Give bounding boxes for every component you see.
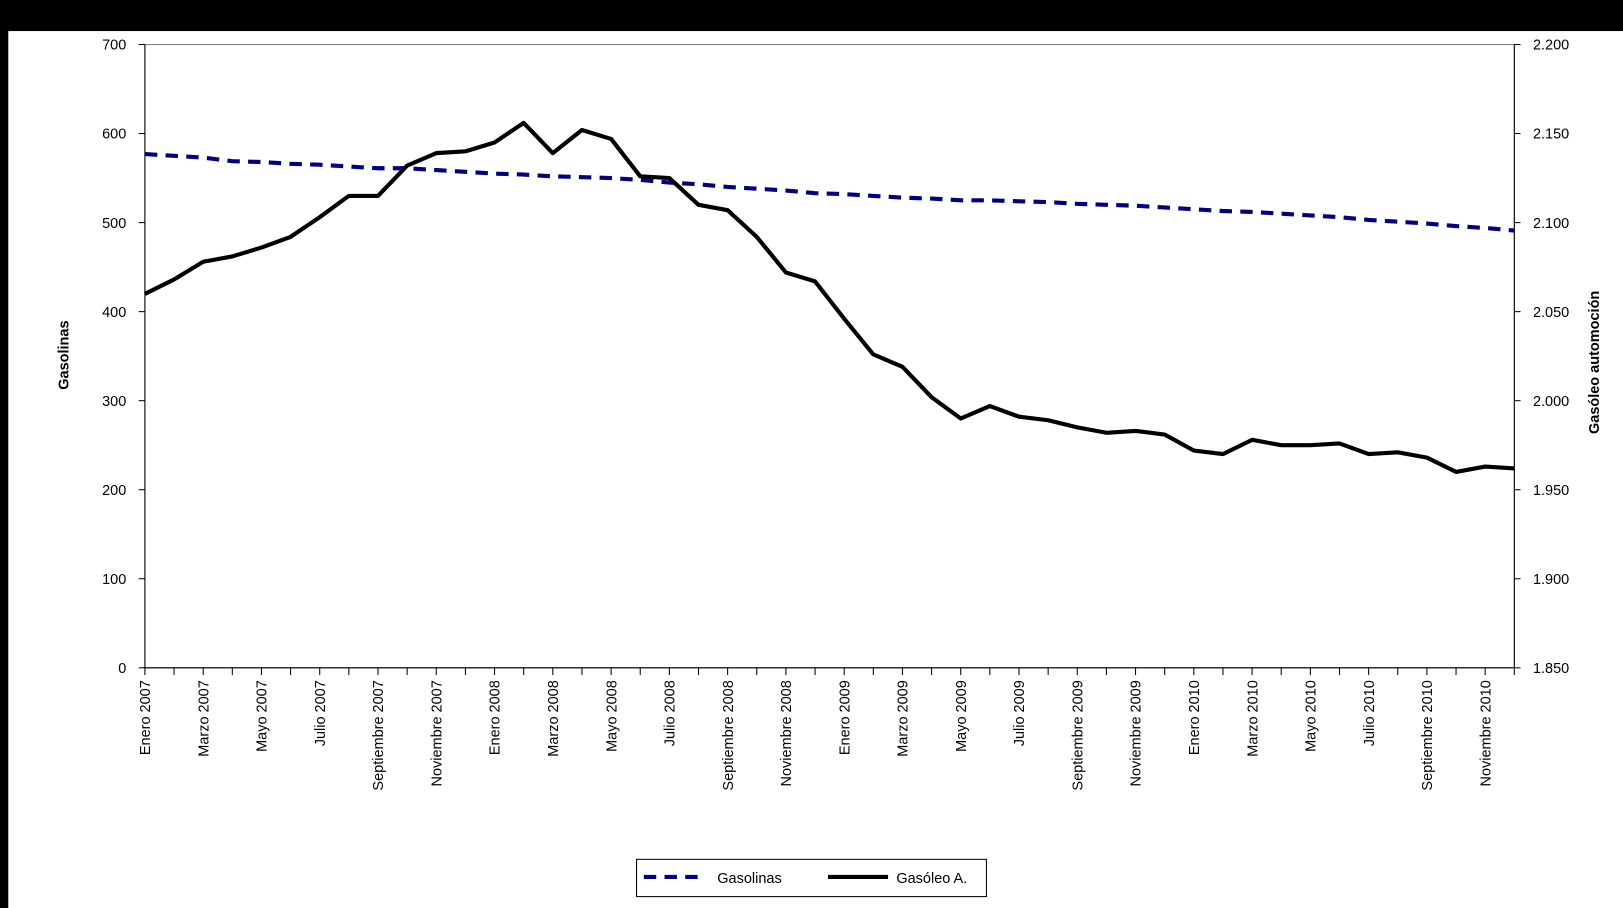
x-tick-label: Julio 2007	[313, 680, 329, 746]
y2-tick-label: 2.150	[1533, 127, 1569, 143]
x-tick-label: Marzo 2008	[546, 680, 562, 757]
y2-tick-label: 1.950	[1533, 483, 1569, 499]
x-tick-label: Septiembre 2010	[1420, 680, 1436, 790]
x-tick-label: Noviembre 2007	[429, 680, 445, 786]
x-tick-label: Enero 2009	[837, 680, 853, 755]
x-tick-label: Enero 2008	[488, 680, 504, 755]
x-tick-label: Julio 2009	[1012, 680, 1028, 746]
y-tick-label: 0	[118, 661, 126, 677]
y-tick-label: 300	[102, 394, 126, 410]
x-tick-label: Noviembre 2009	[1129, 680, 1145, 786]
y-tick-label: 700	[102, 38, 126, 54]
series-line	[143, 120, 1515, 474]
chart-area	[8, 31, 1623, 908]
x-tick-label: Mayo 2008	[604, 680, 620, 752]
x-tick-label: Septiembre 2008	[721, 680, 737, 790]
y2-tick-label: 2.200	[1533, 38, 1569, 54]
x-tick-label: Enero 2007	[138, 680, 154, 755]
legend-label: Gasóleo A.	[896, 871, 967, 887]
y-tick-label: 600	[102, 127, 126, 143]
y-tick-label: 500	[102, 216, 126, 232]
y2-tick-label: 2.100	[1533, 216, 1569, 232]
x-tick-label: Julio 2008	[663, 680, 679, 746]
x-tick-label: Septiembre 2009	[1070, 680, 1086, 790]
x-tick-label: Enero 2010	[1187, 680, 1203, 755]
x-tick-label: Mayo 2010	[1304, 680, 1320, 752]
series-line	[144, 151, 1515, 233]
y2-tick-label: 2.000	[1533, 394, 1569, 410]
x-tick-label: Marzo 2010	[1245, 680, 1261, 757]
x-tick-label: Julio 2010	[1362, 680, 1378, 746]
x-tick-label: Marzo 2009	[896, 680, 912, 757]
y2-axis-title: Gasóleo automoción	[1587, 291, 1603, 434]
x-tick-label: Septiembre 2007	[371, 680, 387, 790]
x-tick-label: Noviembre 2008	[779, 680, 795, 786]
x-tick-label: Mayo 2007	[255, 680, 271, 752]
y2-tick-label: 1.900	[1533, 572, 1569, 588]
legend-label: Gasolinas	[717, 871, 781, 887]
x-tick-label: Marzo 2007	[196, 680, 212, 757]
y-tick-label: 200	[102, 483, 126, 499]
y2-tick-label: 2.050	[1533, 305, 1569, 321]
y-axis-title: Gasolinas	[56, 321, 72, 390]
y2-tick-label: 1.850	[1533, 661, 1569, 677]
y-tick-label: 100	[102, 572, 126, 588]
x-tick-label: Mayo 2009	[954, 680, 970, 752]
y-tick-label: 400	[102, 305, 126, 321]
x-tick-label: Noviembre 2010	[1478, 680, 1494, 786]
